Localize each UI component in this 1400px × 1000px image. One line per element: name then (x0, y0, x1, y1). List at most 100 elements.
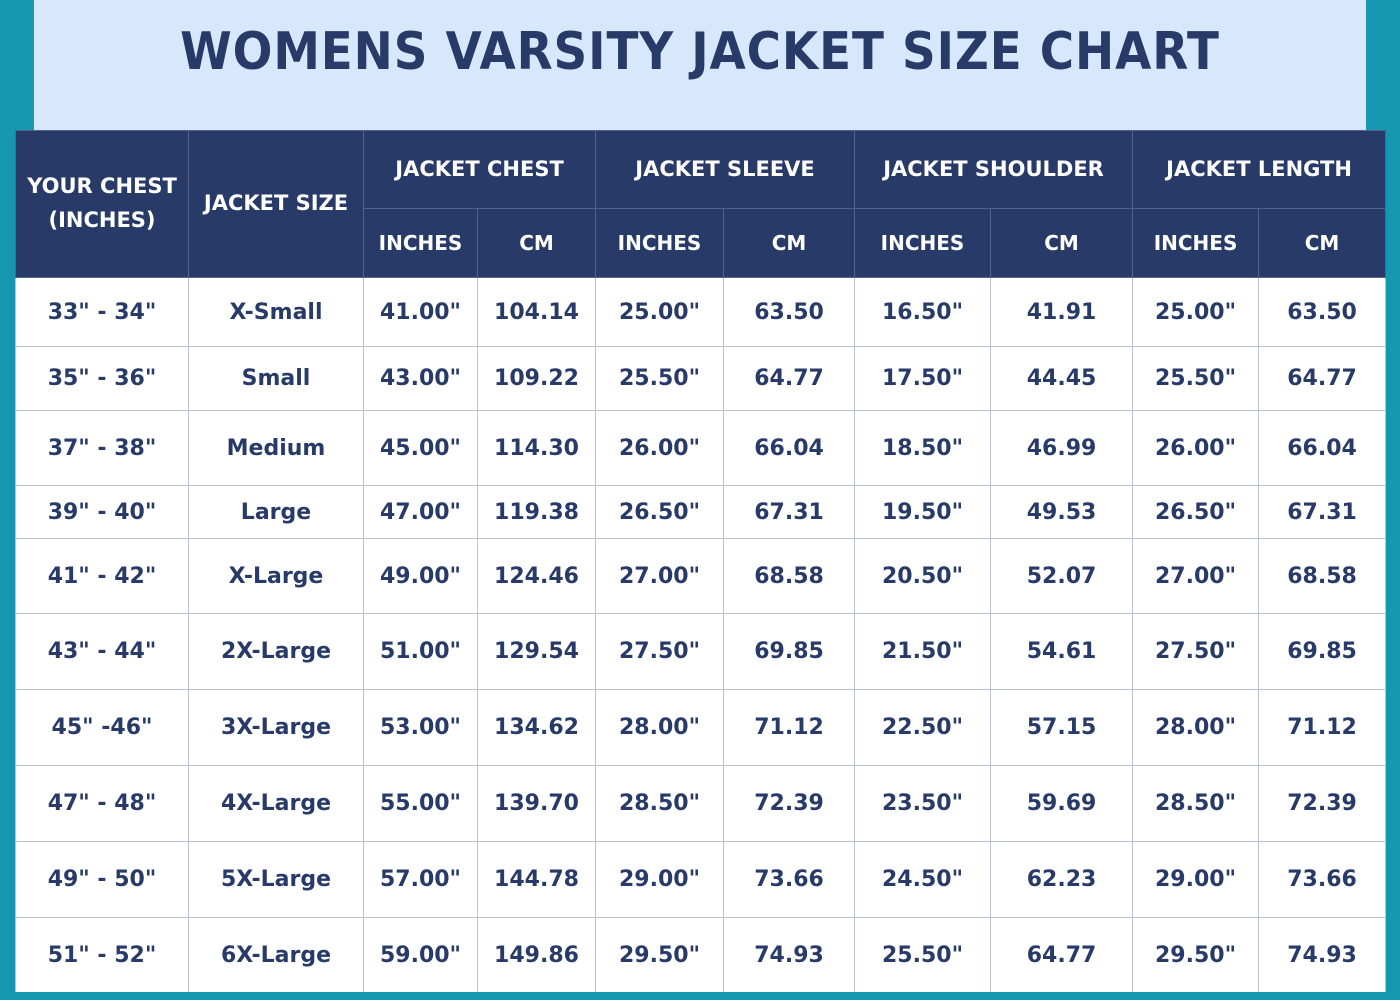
cell-sleeve-cm: 69.85 (723, 613, 856, 690)
subheader-chest-inches: INCHES (363, 208, 478, 278)
cell-sleeve-cm: 74.93 (723, 917, 856, 993)
cell-jacket-size: Small (188, 346, 364, 411)
cell-jacket-size: 2X-Large (188, 613, 364, 690)
cell-shoulder-inches: 22.50" (854, 689, 992, 766)
cell-your-chest: 45" -46" (15, 689, 189, 766)
cell-jacket-size: X-Small (188, 277, 364, 347)
cell-length-inches: 28.50" (1132, 765, 1260, 842)
cell-shoulder-inches: 17.50" (854, 346, 992, 411)
cell-chest-cm: 109.22 (476, 346, 597, 411)
table-row: 41" - 42" X-Large 49.00" 124.46 27.00" 6… (15, 538, 1387, 614)
cell-length-inches: 27.00" (1132, 538, 1260, 614)
cell-shoulder-cm: 54.61 (990, 613, 1134, 690)
cell-chest-inches: 47.00" (363, 485, 478, 539)
cell-your-chest: 51" - 52" (15, 917, 189, 993)
cell-chest-cm: 129.54 (476, 613, 597, 690)
cell-length-inches: 25.00" (1132, 277, 1260, 347)
cell-shoulder-cm: 59.69 (990, 765, 1134, 842)
cell-jacket-size: 4X-Large (188, 765, 364, 842)
cell-chest-inches: 43.00" (363, 346, 478, 411)
cell-shoulder-inches: 21.50" (854, 613, 992, 690)
cell-length-cm: 66.04 (1258, 410, 1387, 486)
header-jacket-length: JACKET LENGTH (1132, 130, 1387, 209)
cell-shoulder-cm: 62.23 (990, 841, 1134, 918)
cell-chest-cm: 149.86 (476, 917, 597, 993)
cell-length-inches: 29.50" (1132, 917, 1260, 993)
cell-sleeve-cm: 71.12 (723, 689, 856, 766)
cell-shoulder-cm: 46.99 (990, 410, 1134, 486)
cell-jacket-size: Medium (188, 410, 364, 486)
header-your-chest: YOUR CHEST (INCHES) (15, 130, 189, 278)
cell-sleeve-inches: 28.00" (595, 689, 725, 766)
cell-jacket-size: 5X-Large (188, 841, 364, 918)
cell-sleeve-cm: 68.58 (723, 538, 856, 614)
cell-length-cm: 73.66 (1258, 841, 1387, 918)
table-row: 37" - 38" Medium 45.00" 114.30 26.00" 66… (15, 410, 1387, 486)
cell-shoulder-inches: 18.50" (854, 410, 992, 486)
cell-sleeve-cm: 67.31 (723, 485, 856, 539)
cell-shoulder-inches: 20.50" (854, 538, 992, 614)
cell-chest-cm: 114.30 (476, 410, 597, 486)
cell-your-chest: 47" - 48" (15, 765, 189, 842)
cell-length-inches: 28.00" (1132, 689, 1260, 766)
cell-shoulder-inches: 24.50" (854, 841, 992, 918)
cell-sleeve-inches: 29.00" (595, 841, 725, 918)
cell-length-cm: 67.31 (1258, 485, 1387, 539)
cell-chest-inches: 59.00" (363, 917, 478, 993)
cell-length-cm: 69.85 (1258, 613, 1387, 690)
cell-jacket-size: 3X-Large (188, 689, 364, 766)
subheader-length-inches: INCHES (1132, 208, 1260, 278)
cell-chest-cm: 124.46 (476, 538, 597, 614)
header-jacket-shoulder: JACKET SHOULDER (854, 130, 1134, 209)
cell-shoulder-cm: 44.45 (990, 346, 1134, 411)
subheader-length-cm: CM (1258, 208, 1387, 278)
cell-sleeve-inches: 28.50" (595, 765, 725, 842)
cell-your-chest: 39" - 40" (15, 485, 189, 539)
cell-sleeve-inches: 27.00" (595, 538, 725, 614)
cell-chest-inches: 51.00" (363, 613, 478, 690)
cell-chest-inches: 45.00" (363, 410, 478, 486)
cell-shoulder-inches: 16.50" (854, 277, 992, 347)
table-row: 47" - 48" 4X-Large 55.00" 139.70 28.50" … (15, 765, 1387, 842)
cell-length-inches: 25.50" (1132, 346, 1260, 411)
cell-length-inches: 29.00" (1132, 841, 1260, 918)
cell-sleeve-inches: 27.50" (595, 613, 725, 690)
cell-length-inches: 26.50" (1132, 485, 1260, 539)
cell-chest-inches: 49.00" (363, 538, 478, 614)
table-row: 35" - 36" Small 43.00" 109.22 25.50" 64.… (15, 346, 1387, 411)
cell-shoulder-cm: 41.91 (990, 277, 1134, 347)
cell-chest-inches: 41.00" (363, 277, 478, 347)
cell-length-cm: 74.93 (1258, 917, 1387, 993)
header-jacket-chest: JACKET CHEST (362, 130, 597, 209)
table-row: 39" - 40" Large 47.00" 119.38 26.50" 67.… (15, 485, 1387, 539)
cell-chest-cm: 134.62 (476, 689, 597, 766)
cell-sleeve-cm: 73.66 (723, 841, 856, 918)
cell-shoulder-cm: 52.07 (990, 538, 1134, 614)
cell-sleeve-inches: 29.50" (595, 917, 725, 993)
table-row: 51" - 52" 6X-Large 59.00" 149.86 29.50" … (15, 917, 1387, 993)
page-title: WOMENS VARSITY JACKET SIZE CHART (180, 22, 1220, 82)
cell-sleeve-cm: 66.04 (723, 410, 856, 486)
cell-chest-inches: 53.00" (363, 689, 478, 766)
cell-chest-inches: 57.00" (363, 841, 478, 918)
cell-jacket-size: 6X-Large (188, 917, 364, 993)
subheader-shoulder-inches: INCHES (854, 208, 992, 278)
cell-shoulder-cm: 64.77 (990, 917, 1134, 993)
header-jacket-size: JACKET SIZE (188, 130, 364, 278)
cell-length-cm: 63.50 (1258, 277, 1387, 347)
subheader-sleeve-inches: INCHES (595, 208, 725, 278)
size-chart-table: YOUR CHEST (INCHES) JACKET SIZE JACKET C… (15, 130, 1387, 993)
cell-sleeve-cm: 72.39 (723, 765, 856, 842)
cell-chest-cm: 144.78 (476, 841, 597, 918)
cell-sleeve-inches: 26.00" (595, 410, 725, 486)
cell-chest-inches: 55.00" (363, 765, 478, 842)
cell-length-cm: 68.58 (1258, 538, 1387, 614)
cell-length-inches: 26.00" (1132, 410, 1260, 486)
cell-shoulder-inches: 19.50" (854, 485, 992, 539)
cell-your-chest: 35" - 36" (15, 346, 189, 411)
cell-your-chest: 43" - 44" (15, 613, 189, 690)
subheader-chest-cm: CM (476, 208, 597, 278)
cell-your-chest: 33" - 34" (15, 277, 189, 347)
cell-shoulder-inches: 25.50" (854, 917, 992, 993)
table-row: 33" - 34" X-Small 41.00" 104.14 25.00" 6… (15, 277, 1387, 347)
